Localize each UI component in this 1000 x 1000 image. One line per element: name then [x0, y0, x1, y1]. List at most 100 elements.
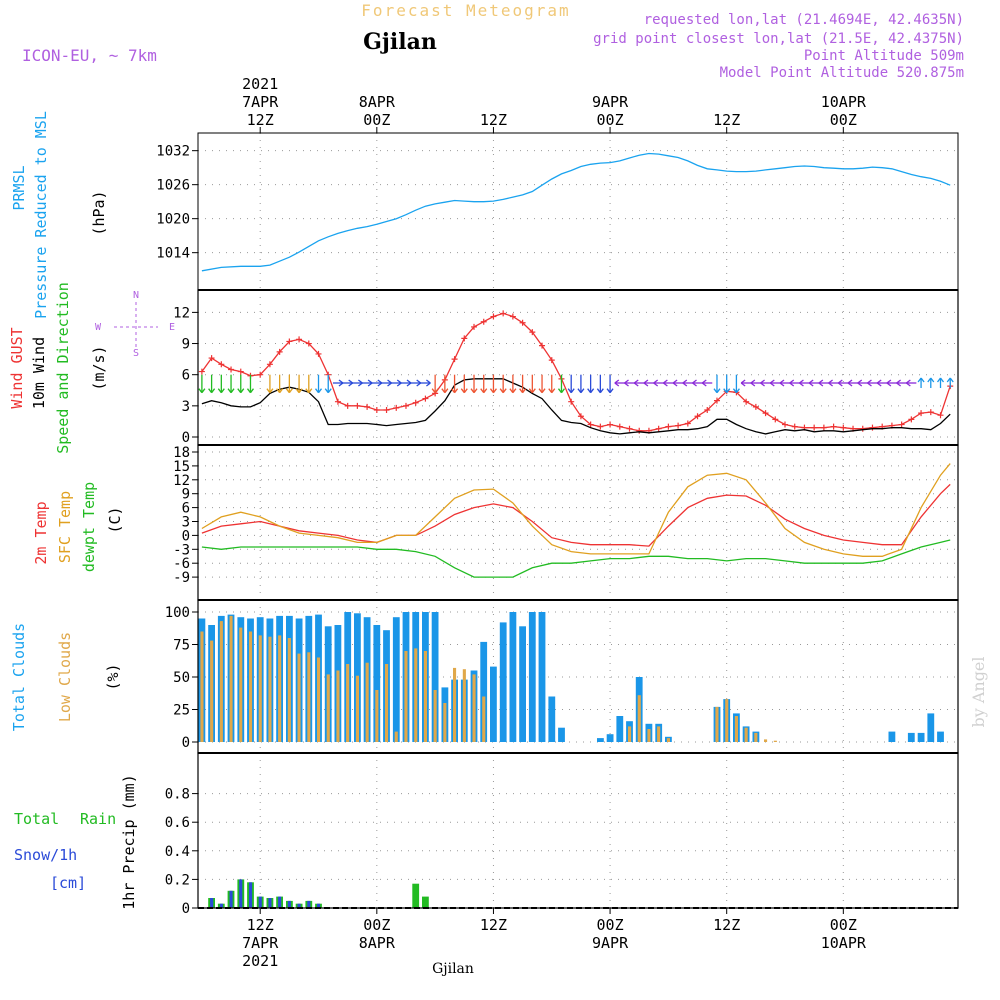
wind-arrowhead	[480, 388, 488, 394]
bottom-time-label: 00Z	[830, 916, 857, 934]
wind-arrowhead	[662, 379, 668, 387]
clouds-bar-0	[937, 731, 944, 742]
precip-label-cm: [cm]	[50, 874, 86, 892]
wind-arrowhead	[396, 379, 402, 387]
clouds-bar-0	[480, 641, 488, 742]
clouds-ytick-label: 25	[173, 703, 190, 719]
top-time-label: 12Z	[713, 111, 740, 129]
clouds-bar-0	[548, 696, 556, 742]
wind-ytick-label: 12	[173, 305, 190, 321]
precip-bar-1	[239, 879, 243, 908]
precip-bar-1	[258, 896, 262, 908]
wind-gust-marker	[519, 319, 526, 326]
wind-arrowhead	[528, 388, 536, 394]
precip-ytick-label: 0.6	[165, 815, 190, 831]
wind-arrowhead	[760, 379, 765, 387]
wind-arrowhead	[876, 379, 882, 387]
temp-series-1-line	[201, 463, 951, 557]
wind-gust-marker	[208, 355, 215, 362]
wind-gust-marker	[296, 336, 303, 343]
clouds-bar-1	[453, 667, 457, 742]
wind-gust-marker	[354, 402, 361, 409]
wind-gust-marker	[471, 323, 478, 330]
wind-panel: 0 3 6 9 12	[173, 289, 959, 446]
compass-s: S	[133, 348, 139, 359]
clouds-bar-1	[764, 739, 768, 742]
clouds-bar-1	[472, 674, 476, 742]
temp-label-2: SFC Temp	[56, 491, 74, 563]
wind-gust-marker	[684, 420, 691, 427]
clouds-bar-1	[715, 706, 719, 742]
wind-arrowhead	[237, 388, 245, 394]
precip-unit-label: 1hr Precip (mm)	[120, 774, 138, 909]
wind-gust-marker	[393, 404, 400, 411]
precip-label-total: Total	[14, 810, 59, 828]
clouds-bar-0	[606, 734, 614, 742]
precip-bar-1	[307, 900, 311, 908]
wind-arrowhead	[451, 388, 459, 394]
clouds-bar-0	[917, 732, 925, 742]
bottom-time-label: 12Z	[480, 916, 507, 934]
wind-gust-marker	[859, 425, 866, 432]
wind-arrowhead	[818, 379, 824, 387]
clouds-ytick-label: 0	[182, 735, 190, 751]
wind-arrowhead	[406, 379, 412, 387]
wind-arrowhead	[614, 379, 620, 387]
precip-bar-0	[412, 883, 420, 908]
wind-gust-marker	[383, 407, 390, 413]
wind-arrowhead	[357, 379, 363, 387]
clouds-bar-1	[297, 653, 301, 742]
wind-arrowhead	[227, 388, 235, 394]
pressure-ytick-label: 1026	[156, 178, 190, 194]
wind-gust-marker	[286, 338, 293, 345]
wind-gust-marker	[927, 409, 934, 416]
precip-ytick-label: 0.4	[165, 844, 190, 860]
wind-gust-marker	[257, 371, 264, 378]
wind-gust-marker	[830, 423, 837, 430]
clouds-bar-1	[307, 652, 311, 742]
wind-gust-marker	[198, 368, 205, 375]
clouds-bar-1	[754, 732, 758, 742]
top-time-label: 12Z	[247, 111, 274, 129]
wind-gust-marker	[675, 422, 682, 429]
clouds-bar-1	[482, 696, 486, 742]
wind-gust-marker	[344, 402, 351, 409]
temp-labels: 2m Temp SFC Temp dewpt Temp (C)	[32, 482, 124, 572]
wind-arrowhead	[217, 388, 225, 394]
cloud-labels: Total Clouds Low Clouds (%)	[10, 623, 122, 731]
wind-gust-marker	[616, 423, 623, 430]
clouds-bar-1	[666, 738, 670, 742]
wind-arrowhead	[557, 388, 565, 394]
wind-gust-marker	[636, 427, 643, 434]
top-time-label: 10APR	[821, 93, 867, 111]
temp-ytick-label: 3	[182, 515, 190, 531]
clouds-bar-1	[462, 669, 466, 742]
wind-gust-marker	[509, 313, 516, 320]
wind-arrowhead	[538, 388, 546, 394]
wind-arrowhead	[732, 388, 740, 394]
clouds-bar-1	[268, 636, 272, 742]
clouds-bar-0	[528, 612, 536, 742]
wind-arrowhead	[692, 379, 697, 387]
requested-coords: requested lon,lat (21.4694E, 42.4635N)	[644, 12, 964, 28]
watermark: by Angel	[969, 656, 988, 727]
wind-gust-marker	[762, 410, 769, 417]
bottom-time-label: 9APR	[592, 934, 629, 952]
wind-arrowhead	[266, 388, 274, 394]
clouds-bar-1	[725, 699, 729, 742]
precip-bar-1	[287, 900, 291, 908]
wind-arrowhead	[682, 379, 688, 387]
clouds-bar-1	[385, 664, 389, 742]
clouds-bar-1	[443, 703, 447, 742]
wind-gust-marker	[898, 421, 905, 428]
clouds-bar-0	[907, 732, 915, 742]
clouds-bar-0	[597, 738, 604, 742]
wind-labels: Wind GUST 10m Wind Speed and Direction (…	[8, 282, 175, 454]
wind-gust-marker	[451, 356, 458, 363]
temp-ytick-label: 0	[182, 528, 190, 544]
wind-gust-marker	[665, 423, 672, 430]
top-time-label: 8APR	[359, 93, 396, 111]
wind-gust-marker	[461, 335, 468, 342]
top-time-label: 9APR	[592, 93, 629, 111]
